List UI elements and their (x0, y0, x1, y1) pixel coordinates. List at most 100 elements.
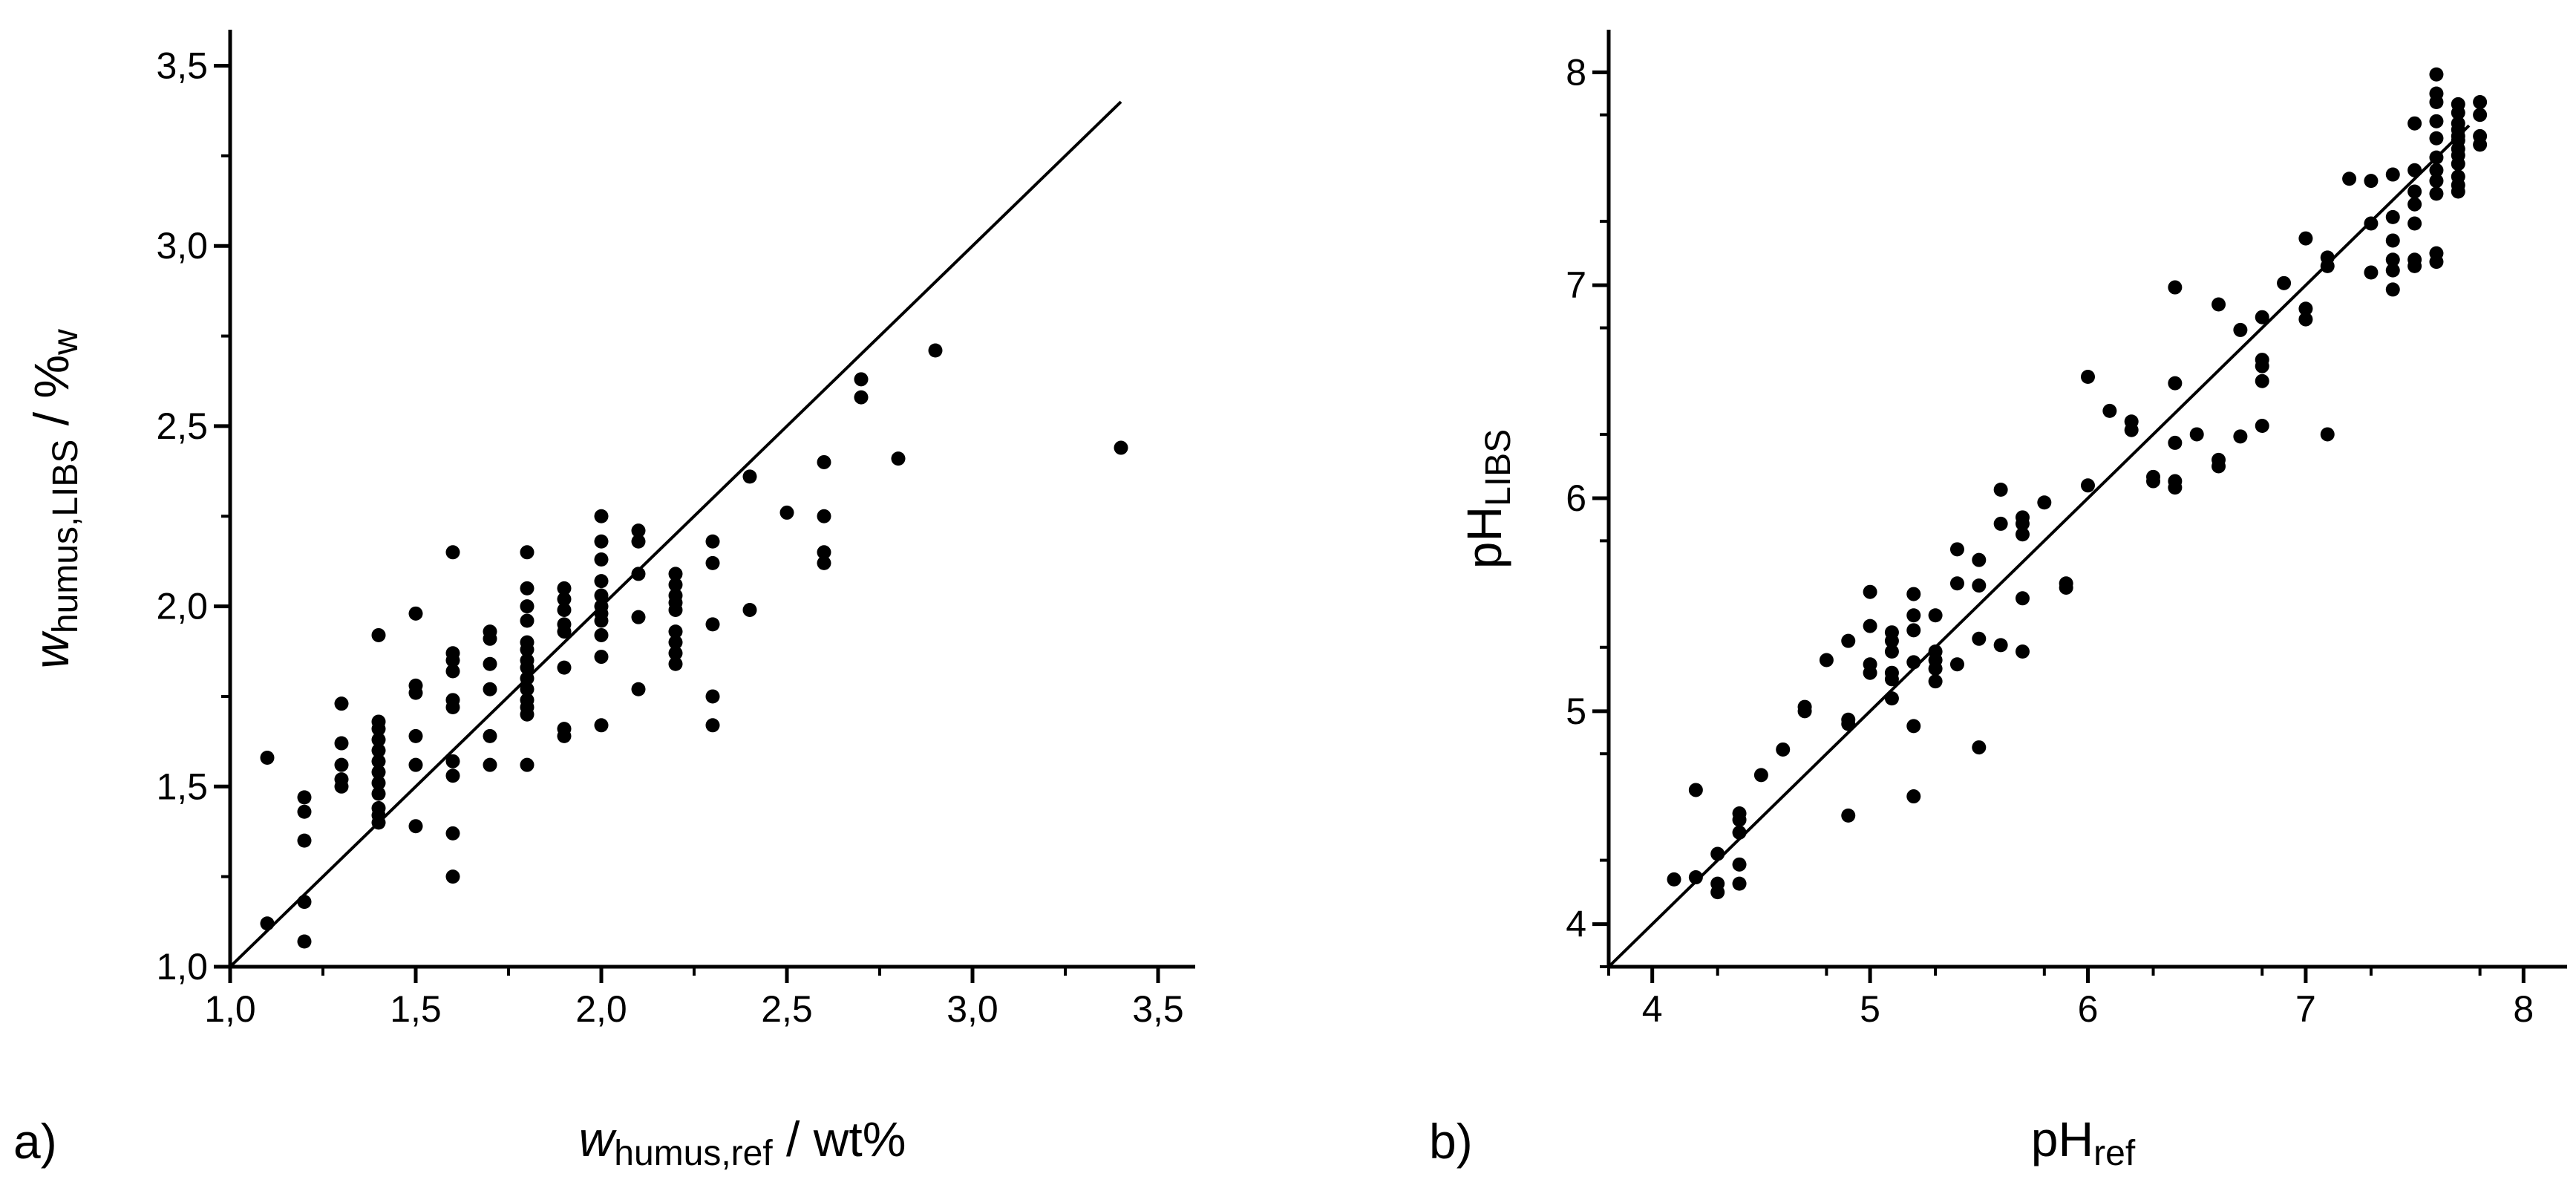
panel-b-axes (1592, 30, 2567, 983)
data-point (2429, 163, 2444, 177)
x-tick-label: 3,5 (1132, 988, 1184, 1030)
data-point (594, 574, 609, 589)
data-point (2015, 516, 2030, 531)
data-point (2320, 427, 2335, 442)
data-point (557, 728, 572, 743)
data-point (2407, 216, 2422, 231)
data-point (854, 390, 869, 405)
data-point (2277, 275, 2292, 290)
data-point (408, 606, 423, 621)
data-point (928, 343, 943, 358)
data-point (2255, 373, 2269, 388)
data-point (260, 916, 275, 931)
data-point (1884, 633, 1899, 648)
y-tick-label: 3,0 (156, 225, 208, 267)
data-point (520, 599, 535, 614)
data-point (2211, 459, 2226, 474)
data-point (1688, 870, 1703, 885)
data-point (408, 685, 423, 700)
data-point (1993, 516, 2008, 531)
panel-a-label: a) (13, 1114, 57, 1169)
data-point (1732, 857, 1747, 872)
data-point (445, 700, 460, 715)
data-point (520, 642, 535, 657)
data-point (445, 545, 460, 560)
panel-b: 4 5 6 7 8 4 5 6 7 8 pHref pHLIBS b) (1429, 30, 2567, 1173)
x-tick-label: 4 (1642, 988, 1663, 1030)
data-point (371, 627, 386, 642)
data-point (557, 592, 572, 607)
data-point (408, 728, 423, 743)
panel-b-reference-line (1607, 124, 2471, 968)
data-point (2233, 322, 2248, 337)
data-point (2168, 480, 2183, 495)
data-point (1949, 542, 1964, 557)
data-point (2059, 580, 2073, 595)
y-tick-label: 4 (1566, 904, 1586, 945)
data-point (408, 757, 423, 772)
data-point (371, 775, 386, 790)
data-point (2298, 312, 2313, 327)
data-point (1667, 872, 1681, 887)
data-point (483, 757, 497, 772)
data-point (445, 653, 460, 668)
data-point (2429, 186, 2444, 201)
data-point (2385, 167, 2400, 182)
data-point (2168, 435, 2183, 450)
data-point (1841, 808, 1856, 823)
data-point (445, 826, 460, 841)
data-point (2385, 252, 2400, 267)
data-point (334, 757, 349, 772)
data-point (520, 545, 535, 560)
data-point (483, 682, 497, 696)
x-tick-label: 1,5 (390, 988, 442, 1030)
panel-a-points (260, 343, 1128, 949)
data-point (297, 895, 312, 910)
data-point (297, 790, 312, 805)
y-tick-label: 8 (1566, 51, 1586, 93)
x-tick-label: 5 (1860, 988, 1880, 1030)
data-point (631, 567, 646, 581)
data-point (705, 689, 720, 704)
data-point (2168, 280, 2183, 295)
data-point (742, 469, 757, 484)
data-point (1732, 812, 1747, 827)
data-point (668, 567, 683, 581)
data-point (2364, 265, 2379, 280)
data-point (2451, 184, 2465, 199)
data-point (2429, 174, 2444, 189)
x-tick-label: 2,5 (761, 988, 813, 1030)
panel-a-y-tick-labels: 1,0 1,5 2,0 2,5 3,0 3,5 (156, 45, 208, 988)
data-point (557, 602, 572, 617)
data-point (2364, 174, 2379, 189)
data-point (631, 523, 646, 538)
data-point (520, 757, 535, 772)
data-point (817, 509, 831, 523)
data-point (1906, 789, 1921, 804)
data-point (2473, 108, 2488, 123)
data-point (445, 768, 460, 783)
data-point (371, 754, 386, 768)
y-tick-label: 1,0 (156, 946, 208, 988)
data-point (1863, 584, 1877, 599)
y-tick-label: 7 (1566, 264, 1586, 306)
data-point (854, 372, 869, 387)
panel-a-axes (214, 30, 1195, 983)
data-point (1928, 608, 1943, 623)
data-point (2298, 231, 2313, 246)
data-point (520, 613, 535, 628)
data-point (2168, 376, 2183, 391)
data-point (2233, 429, 2248, 444)
data-point (2102, 403, 2117, 418)
y-tick-label: 2,5 (156, 405, 208, 447)
data-point (2429, 114, 2444, 128)
data-point (445, 664, 460, 679)
data-point (1906, 623, 1921, 638)
data-point (483, 728, 497, 743)
data-point (817, 454, 831, 469)
data-point (2255, 418, 2269, 433)
data-point (2385, 263, 2400, 278)
data-point (334, 696, 349, 711)
data-point (594, 552, 609, 567)
